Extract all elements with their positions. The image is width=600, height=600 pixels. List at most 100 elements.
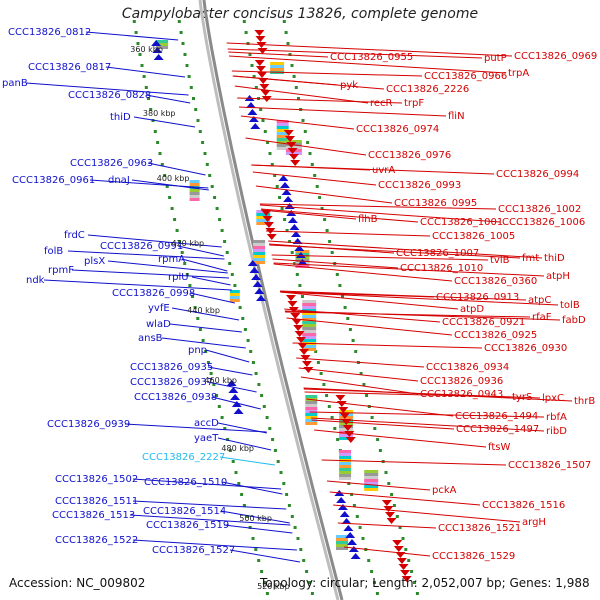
tick-dot: [198, 130, 202, 133]
tick-dot: [240, 493, 244, 496]
tick-dot: [188, 284, 192, 287]
feature-block: [302, 336, 317, 339]
tick-dot: [206, 361, 210, 364]
right-gene-label: CCC13826_0930: [484, 343, 567, 354]
tick-dot: [280, 207, 284, 210]
right-leader: [260, 208, 419, 223]
tick-dot: [287, 504, 291, 507]
tick-dot: [318, 196, 322, 199]
tick-dot: [237, 482, 241, 485]
right-leader: [296, 357, 425, 368]
left-gene-label: yvfE: [148, 303, 170, 314]
tick-dot: [276, 460, 280, 463]
forward-gene-arrow: [258, 78, 269, 84]
feature-block: [364, 476, 379, 479]
tick-dot: [257, 383, 261, 386]
feature-block: [364, 479, 379, 482]
right-gene-label: flhB: [358, 214, 378, 225]
feature-block: [253, 252, 266, 255]
feature-block: [276, 138, 289, 141]
right-leader: [228, 55, 507, 74]
feature-block: [302, 315, 317, 318]
tick-dot: [273, 449, 277, 452]
tick-dot: [251, 361, 255, 364]
right-gene-label: CCC13826_0966: [424, 71, 507, 82]
reverse-gene-arrow: [339, 511, 350, 517]
tick-dot: [299, 548, 303, 551]
tick-dot: [271, 438, 275, 441]
tick-dot: [263, 581, 266, 584]
feature-block: [256, 213, 271, 216]
feature-block: [253, 258, 266, 261]
tick-dot: [392, 504, 396, 507]
left-leader: [219, 456, 275, 466]
forward-gene-arrow: [261, 210, 272, 216]
reverse-gene-arrow: [233, 408, 244, 414]
right-gene-label: fmt: [522, 253, 539, 264]
tick-dot: [196, 317, 200, 320]
tick-dot: [250, 64, 254, 67]
reverse-gene-arrow: [250, 123, 261, 129]
tick-dot: [220, 229, 224, 232]
left-leader: [169, 323, 242, 333]
tick-dot: [189, 86, 193, 89]
tick-dot: [142, 75, 146, 78]
tick-dot: [350, 493, 354, 496]
tick-dot: [413, 581, 416, 584]
tick-dot: [348, 328, 352, 331]
left-gene-label: CCC13826_0991: [100, 241, 183, 252]
feature-block: [339, 471, 352, 474]
forward-gene-arrow: [288, 154, 299, 160]
right-gene-label: ftsW: [488, 442, 510, 453]
forward-gene-arrow: [299, 349, 310, 355]
left-leader: [132, 539, 297, 551]
right-leader: [271, 254, 489, 261]
tick-dot: [290, 64, 294, 67]
forward-gene-arrow: [257, 48, 268, 54]
feature-block: [339, 410, 354, 413]
right-gene-label: CCC13826_0955: [330, 52, 413, 63]
feature-block: [156, 43, 169, 46]
forward-gene-arrow: [290, 313, 301, 319]
tick-dot: [191, 295, 194, 298]
tick-dot: [266, 141, 270, 144]
tick-dot: [358, 526, 362, 529]
tick-dot: [168, 196, 172, 199]
forward-gene-arrow: [291, 319, 302, 325]
left-leader: [87, 234, 222, 248]
feature-block: [285, 146, 302, 149]
reverse-gene-arrow: [153, 54, 164, 60]
right-leader: [326, 480, 431, 491]
tick-dot: [322, 383, 326, 386]
left-gene-label: CCC13826_1513: [52, 510, 135, 521]
feature-block: [336, 535, 348, 538]
left-gene-label: CCC13826_1510: [144, 477, 227, 488]
feature-block: [302, 309, 317, 312]
right-gene-label: CCC13826_0934: [426, 362, 509, 373]
feature-block: [364, 485, 379, 488]
tick-dot: [241, 317, 245, 320]
right-leader: [252, 171, 377, 186]
right-gene-label: tviB: [490, 255, 510, 266]
feature-block: [276, 135, 289, 138]
tick-dot: [373, 581, 376, 584]
forward-gene-arrow: [296, 337, 307, 343]
forward-gene-arrow: [384, 512, 395, 518]
feature-block: [339, 428, 354, 431]
tick-dot: [243, 328, 247, 331]
tick-dot: [217, 405, 221, 408]
tick-dot: [370, 570, 374, 573]
tick-dot: [336, 438, 340, 441]
tick-dot: [282, 482, 286, 485]
tick-dot: [204, 350, 208, 353]
tick-dot: [301, 295, 304, 298]
tick-dot: [285, 493, 289, 496]
left-gene-label: dnaJ: [108, 175, 130, 186]
left-gene-label: CCC13826_0817: [28, 62, 111, 73]
feature-block: [339, 437, 354, 440]
left-gene-label: CCC13826_0998: [112, 288, 195, 299]
left-leader: [207, 381, 257, 393]
tick-dot: [138, 53, 142, 56]
tick-dot: [228, 262, 232, 265]
tick-dot: [185, 64, 189, 67]
